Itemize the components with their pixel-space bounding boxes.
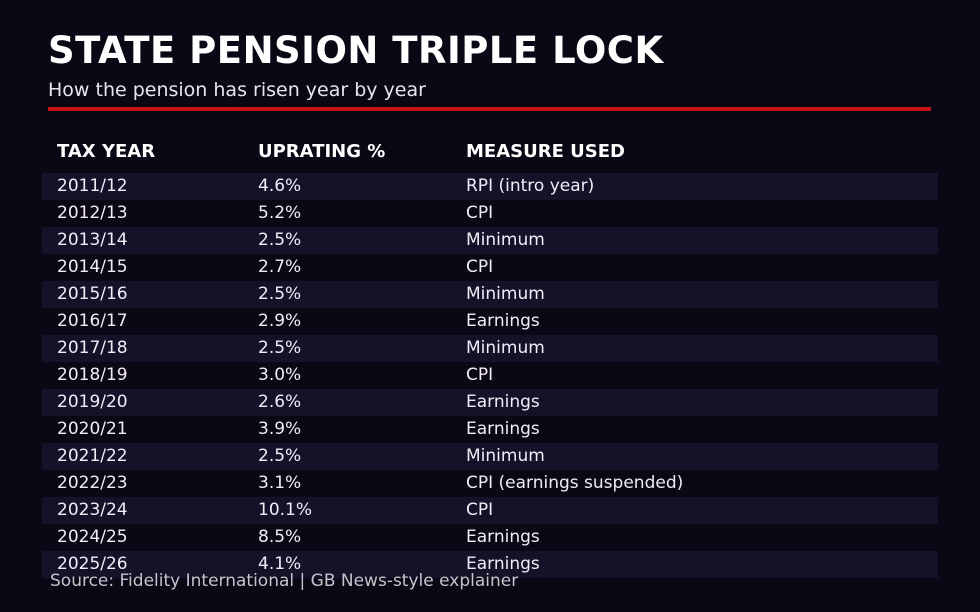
cell-measure: Minimum xyxy=(466,230,545,250)
cell-measure: Minimum xyxy=(466,338,545,358)
cell-uprating: 2.9% xyxy=(258,311,302,331)
cell-measure: CPI xyxy=(466,203,494,223)
cell-measure: Earnings xyxy=(466,392,540,412)
cell-tax-year: 2011/12 xyxy=(57,176,128,196)
column-header-uprating: UPRATING % xyxy=(258,141,386,162)
table-header-row: TAX YEAR UPRATING % MEASURE USED xyxy=(42,138,938,173)
cell-uprating: 2.6% xyxy=(258,392,302,412)
table-row: 2016/17 2.9% Earnings xyxy=(42,308,938,335)
table-row: 2011/12 4.6% RPI (intro year) xyxy=(42,173,938,200)
cell-uprating: 2.7% xyxy=(258,257,302,277)
table-row: 2017/18 2.5% Minimum xyxy=(42,335,938,362)
cell-measure: CPI xyxy=(466,500,494,520)
table-row: 2024/25 8.5% Earnings xyxy=(42,524,938,551)
cell-tax-year: 2025/26 xyxy=(57,554,128,574)
page-title: STATE PENSION TRIPLE LOCK xyxy=(48,29,664,72)
cell-uprating: 3.0% xyxy=(258,365,302,385)
cell-tax-year: 2015/16 xyxy=(57,284,128,304)
cell-measure: CPI xyxy=(466,257,494,277)
cell-uprating: 2.5% xyxy=(258,446,302,466)
cell-tax-year: 2012/13 xyxy=(57,203,128,223)
cell-uprating: 2.5% xyxy=(258,230,302,250)
cell-tax-year: 2017/18 xyxy=(57,338,128,358)
cell-uprating: 4.6% xyxy=(258,176,302,196)
cell-tax-year: 2021/22 xyxy=(57,446,128,466)
cell-measure: CPI xyxy=(466,365,494,385)
cell-measure: Earnings xyxy=(466,419,540,439)
table-row: 2019/20 2.6% Earnings xyxy=(42,389,938,416)
cell-measure: Minimum xyxy=(466,284,545,304)
cell-tax-year: 2014/15 xyxy=(57,257,128,277)
cell-tax-year: 2022/23 xyxy=(57,473,128,493)
page-subtitle: How the pension has risen year by year xyxy=(48,79,426,101)
column-header-measure: MEASURE USED xyxy=(466,141,625,162)
cell-measure: Earnings xyxy=(466,527,540,547)
table-row: 2022/23 3.1% CPI (earnings suspended) xyxy=(42,470,938,497)
cell-tax-year: 2016/17 xyxy=(57,311,128,331)
cell-tax-year: 2018/19 xyxy=(57,365,128,385)
cell-tax-year: 2019/20 xyxy=(57,392,128,412)
cell-tax-year: 2024/25 xyxy=(57,527,128,547)
accent-divider xyxy=(48,107,931,111)
column-header-tax-year: TAX YEAR xyxy=(57,141,156,162)
table-row: 2025/26 4.1% Earnings xyxy=(42,551,938,578)
cell-uprating: 3.1% xyxy=(258,473,302,493)
cell-uprating: 2.5% xyxy=(258,338,302,358)
cell-measure: Minimum xyxy=(466,446,545,466)
cell-uprating: 2.5% xyxy=(258,284,302,304)
cell-tax-year: 2023/24 xyxy=(57,500,128,520)
table-row: 2020/21 3.9% Earnings xyxy=(42,416,938,443)
cell-measure: Earnings xyxy=(466,554,540,574)
table-row: 2021/22 2.5% Minimum xyxy=(42,443,938,470)
cell-uprating: 4.1% xyxy=(258,554,302,574)
cell-uprating: 8.5% xyxy=(258,527,302,547)
cell-uprating: 5.2% xyxy=(258,203,302,223)
cell-tax-year: 2013/14 xyxy=(57,230,128,250)
table-row: 2015/16 2.5% Minimum xyxy=(42,281,938,308)
cell-uprating: 3.9% xyxy=(258,419,302,439)
table-body: 2011/12 4.6% RPI (intro year) 2012/13 5.2% CP… xyxy=(42,173,938,578)
table-row: 2013/14 2.5% Minimum xyxy=(42,227,938,254)
cell-measure: RPI (intro year) xyxy=(466,176,595,196)
cell-uprating: 10.1% xyxy=(258,500,313,520)
table-row: 2023/24 10.1% CPI xyxy=(42,497,938,524)
table-row: 2014/15 2.7% CPI xyxy=(42,254,938,281)
source-caption: Source: Fidelity International | GB News… xyxy=(50,571,519,591)
table-row: 2018/19 3.0% CPI xyxy=(42,362,938,389)
cell-tax-year: 2020/21 xyxy=(57,419,128,439)
pension-table: TAX YEAR UPRATING % MEASURE USED 2011/12… xyxy=(42,138,938,578)
cell-measure: CPI (earnings suspended) xyxy=(466,473,684,493)
table-row: 2012/13 5.2% CPI xyxy=(42,200,938,227)
cell-measure: Earnings xyxy=(466,311,540,331)
